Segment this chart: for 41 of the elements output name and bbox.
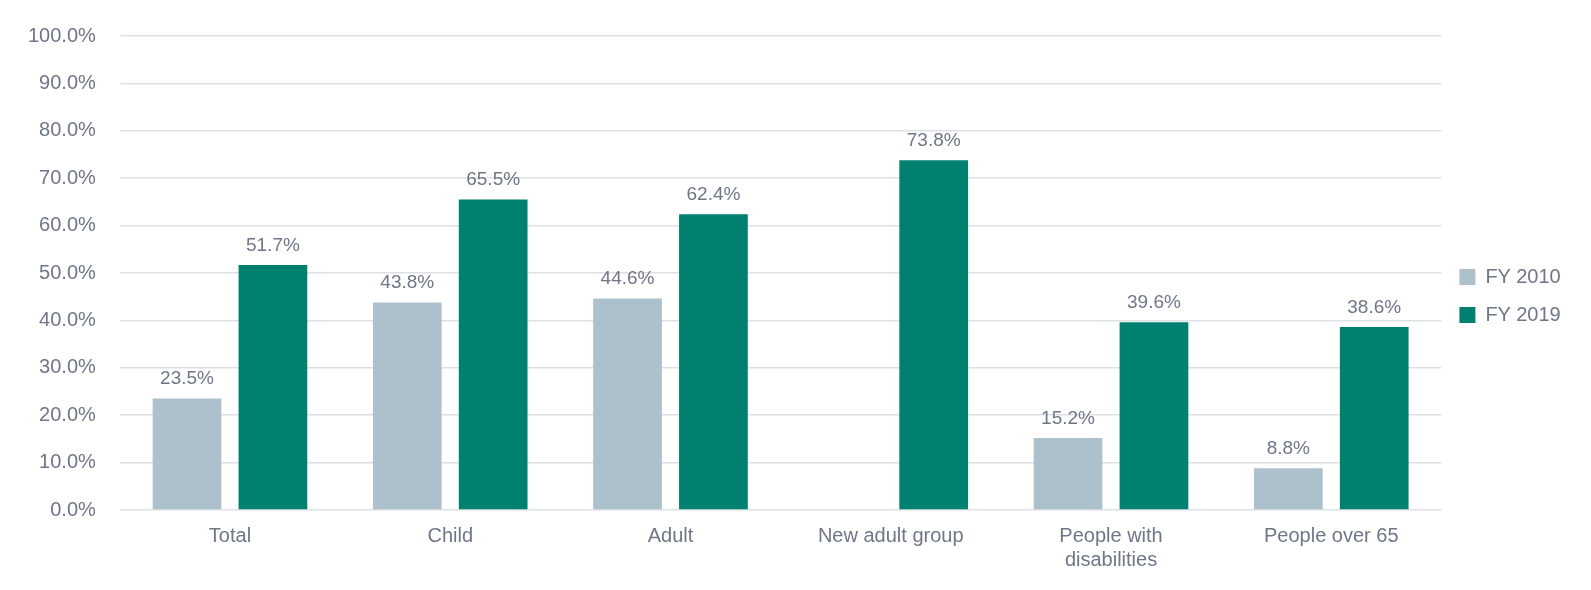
x-tick-label: People over 65 <box>1263 523 1399 546</box>
y-tick-label: 70.0% <box>39 165 97 188</box>
bar <box>1253 468 1323 510</box>
bar <box>152 398 222 510</box>
x-tick-label: Child <box>427 523 474 546</box>
legend-label: FY 2019 <box>1485 302 1561 325</box>
y-tick-label: 90.0% <box>39 70 97 93</box>
y-tick-label: 60.0% <box>39 213 97 236</box>
y-tick-label: 20.0% <box>39 402 97 425</box>
y-tick-label: 100.0% <box>27 23 97 46</box>
data-label: 8.8% <box>1266 437 1311 459</box>
bar <box>372 302 442 510</box>
data-label: 38.6% <box>1347 295 1402 317</box>
data-label: 39.6% <box>1127 291 1181 313</box>
x-tick-label: Total <box>208 523 252 546</box>
y-tick-label: 0.0% <box>50 497 97 520</box>
data-label: 65.5% <box>466 168 521 190</box>
y-tick-label: 30.0% <box>39 355 97 378</box>
legend-label: FY 2010 <box>1485 264 1561 287</box>
data-label: 62.4% <box>686 182 741 204</box>
y-tick-label: 10.0% <box>39 450 97 473</box>
bar <box>1339 327 1409 510</box>
x-tick-label: People with disabilities <box>1059 523 1163 570</box>
data-label: 43.8% <box>380 271 435 293</box>
bar <box>1033 437 1103 510</box>
y-tick-label: 40.0% <box>39 307 97 330</box>
bar <box>238 264 308 510</box>
bar <box>679 214 748 510</box>
data-label: 23.5% <box>160 367 215 389</box>
bar <box>899 160 969 510</box>
bar <box>458 199 528 510</box>
data-label: 44.6% <box>600 267 655 289</box>
data-label: 15.2% <box>1041 406 1096 428</box>
data-label: 73.8% <box>906 128 961 150</box>
y-tick-label: 80.0% <box>39 118 97 141</box>
y-tick-label: 50.0% <box>39 260 97 283</box>
x-tick-label: New adult group <box>817 523 964 546</box>
bar <box>1119 322 1189 510</box>
x-tick-label: Adult <box>647 523 694 546</box>
bar <box>593 298 662 510</box>
data-label: 51.7% <box>245 233 300 255</box>
